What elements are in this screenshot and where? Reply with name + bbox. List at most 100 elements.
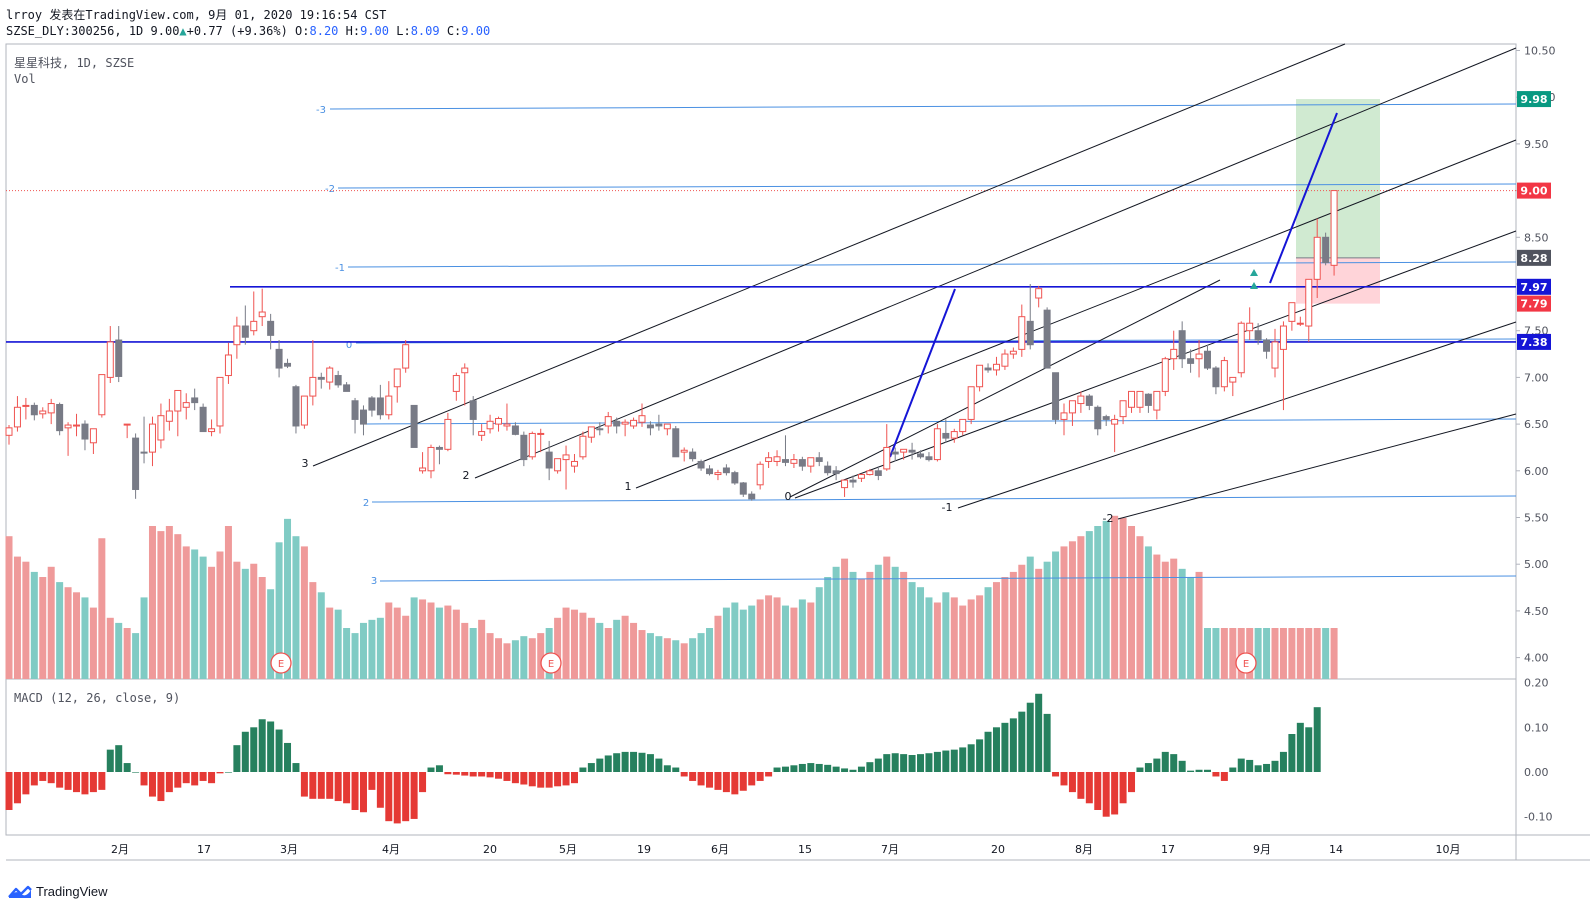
volume-bar [224,526,232,679]
tradingview-brand[interactable]: TradingView [8,884,108,899]
time-axis[interactable]: 2月 17 3月 4月 20 5月 19 6月 15 7月 20 8月 17 9月 14 10月 [111,843,1461,856]
main-pane-title: 星星科技, 1D, SZSE [14,54,134,71]
volume-bar [1060,546,1068,679]
macd-bar [140,772,148,786]
volume-bar [1178,568,1186,679]
volume-bar [469,628,477,679]
macd-bar [1203,769,1211,772]
volume-bar [866,571,874,679]
macd-bar [1111,772,1119,815]
macd-bar [1263,763,1271,772]
time-tick-label: 6月 [711,843,729,856]
volume-bar [1220,628,1228,679]
candle [992,356,1000,376]
time-tick-label: 20 [483,843,497,856]
projection-stroke [1269,112,1338,284]
macd-bar [1060,772,1068,786]
candle [13,396,21,432]
candle [461,363,469,406]
volume-bar [756,599,764,679]
volume-bar [1330,628,1338,679]
candle-body [267,320,275,336]
candle-body [950,431,958,439]
macd-bar [765,772,773,777]
volume-bar [992,582,1000,679]
volume-bar [452,609,460,679]
volume-bar [984,587,992,679]
volume-bar [89,607,97,679]
candle [824,461,832,476]
macd-bar [1001,722,1009,772]
candle [368,396,376,417]
candle-body [697,460,705,469]
volume-bar [106,617,114,679]
macd-bar [900,754,908,772]
candle [1271,328,1279,378]
candle [883,424,891,471]
volume-bar [832,566,840,679]
macd-bar [596,758,604,772]
candle-body [368,397,376,411]
candle [1279,321,1287,411]
candle-body [1330,190,1338,266]
macd-bar [73,772,81,793]
candle-body [444,418,452,450]
candle-body [1052,372,1060,420]
volume-bar [1094,526,1102,679]
macd-bar [1102,772,1110,817]
candle-body [427,446,435,472]
volume-bar [393,607,401,679]
time-tick-label: 15 [798,843,812,856]
candle [1026,284,1034,350]
buy-arrow-icon [1250,282,1258,289]
volume-bar [5,536,13,679]
volume-bar [1085,531,1093,679]
volume-bar [1305,628,1313,679]
candle [1077,391,1085,413]
candle [1263,338,1271,359]
candle-body [587,426,595,438]
candle-body [73,424,81,427]
candle-body [123,423,131,426]
candle-body [461,367,469,374]
price-tick-label: 9.50 [1524,138,1549,151]
drawings-layer[interactable]: -3 -2 -1 0 2 3 3 2 1 0 -1 -2 [6,43,1517,587]
volume-bar [233,561,241,679]
candle-body [1254,330,1262,341]
candle [250,291,258,336]
macd-tick-label: 0.10 [1524,721,1549,734]
fib-level-label: 3 [371,576,377,587]
volume-bar [950,597,958,679]
candle-body [132,437,140,490]
volume-bar [672,640,680,679]
symbol-label[interactable]: SZSE_DLY:300256, 1D [6,24,144,38]
volume-bar [824,577,832,679]
candle-body [739,482,747,495]
macd-bar [343,772,351,804]
candle [604,411,612,434]
candle-body [1094,406,1102,430]
price-tick-label: 5.00 [1524,558,1549,571]
candle-body [1288,302,1296,322]
low-value: 8.09 [410,24,440,38]
candle-body [967,386,975,420]
candle [1102,414,1110,426]
volume-bar [841,558,849,679]
candle [89,428,97,454]
price-axis[interactable]: 10.5010.009.509.008.508.007.507.006.506.… [1516,45,1556,665]
candle [781,435,789,467]
candle [697,459,705,471]
volume-bar [655,636,663,679]
candle-body [30,404,38,416]
tradingview-logo-icon [8,885,32,898]
macd-axis[interactable]: 0.20 0.10 0.00 -0.10 [1524,677,1552,824]
candle-body [359,409,367,425]
volume-bar [638,630,646,679]
candle-body [1178,330,1186,360]
vol-pane-title: Vol [14,72,36,86]
volume-bar [140,597,148,679]
candle-body [13,406,21,428]
candle [64,422,72,456]
candle [106,326,114,384]
